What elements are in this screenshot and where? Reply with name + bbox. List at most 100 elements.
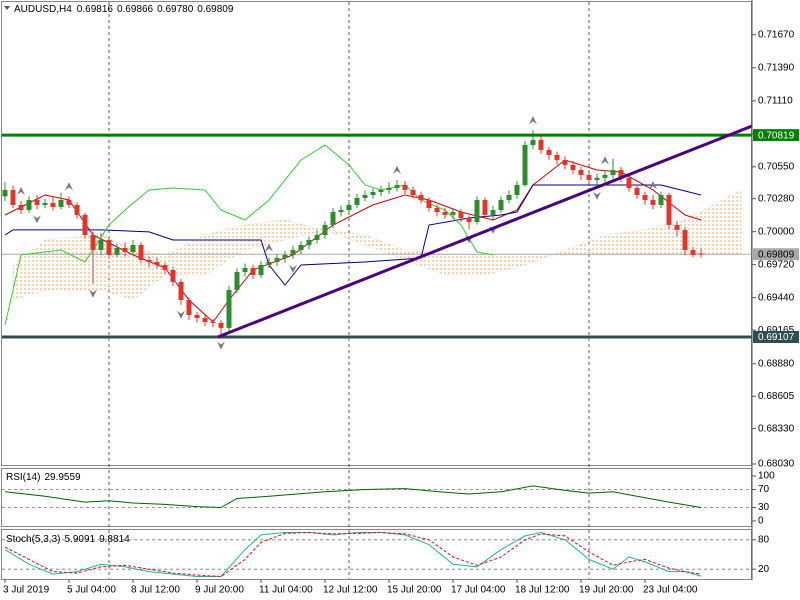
x-tick-label: 9 Jul 20:00 [195,585,244,596]
candle-body [410,189,416,196]
candle-body [346,204,352,211]
header: AUDUSD,H4 0.69816 0.69866 0.69780 0.69809 [14,4,234,15]
candle-body [514,185,520,196]
candle-body [506,195,512,200]
candle-body [82,214,88,236]
level-label-box [753,331,799,344]
x-tick-label: 18 Jul 12:00 [515,585,570,596]
level-label: 0.70819 [758,130,795,141]
candle-body [634,187,640,196]
candle-body [10,189,16,205]
fractal-up [601,156,609,165]
candle-body [50,202,56,207]
candle-body [162,264,168,271]
candle-body [402,185,408,190]
candle-body [378,189,384,192]
x-tick-label: 19 Jul 20:00 [579,585,634,596]
candle-body [458,212,464,219]
candle-body [282,254,288,258]
candle-body [114,247,120,255]
candle-body [490,210,496,215]
candle-body [194,314,200,319]
stoch-readout: 5.9091 [64,534,95,545]
candle-body [362,195,368,198]
candle-body [98,239,104,250]
candle-body [146,260,152,263]
menu-arrow [4,6,10,10]
fractal-down [33,215,41,224]
candle-body [242,268,248,273]
candle-body [370,191,376,196]
candle-body [394,185,400,188]
y-tick-label: 0.69720 [758,259,795,270]
x-tick-label: 5 Jul 04:00 [67,585,116,596]
candle-body [138,245,144,261]
fractal-up [65,182,73,191]
candle-body [442,212,448,215]
candle-body [426,199,432,209]
candle-body [234,272,240,290]
y-tick-label: 0 [758,516,764,527]
cloud [12,189,742,301]
candle-body [538,139,544,150]
last-price-box [753,248,799,261]
y-tick-label: 0.71110 [758,95,793,106]
candle-body [58,199,64,207]
candle-body [610,170,616,175]
indicator-line [4,184,702,286]
candle-body [178,281,184,300]
fractal-up [17,187,25,196]
candle-body [186,299,192,315]
candle-body [666,195,672,225]
fractal-up [393,165,401,174]
y-tick-label: 0.70550 [758,161,795,172]
x-tick-label: 3 Jul 2019 [3,585,50,596]
candle-body [18,204,24,211]
candle-body [250,268,256,275]
candle-body [658,195,664,205]
candle-body [258,264,264,275]
quote: 0.69816 [77,4,114,15]
candle-body [106,239,112,255]
candle-body [122,247,128,252]
symbol: AUDUSD,H4 [14,4,72,15]
candle-body [314,235,320,240]
fractal-up [265,243,273,252]
y-tick-label: 0.70280 [758,193,795,204]
stoch-header: Stoch(5,3,3) 5.9091 9.8814 [6,534,130,545]
x-tick-label: 11 Jul 04:00 [259,585,313,596]
indicator-line [4,485,702,509]
x-tick-label: 17 Jul 04:00 [451,585,506,596]
fractal-up [649,181,657,190]
fractal-down [217,341,225,350]
candle-body [330,212,336,225]
rsi-title: RSI(14) [6,472,40,483]
x-tick-label: 23 Jul 04:00 [643,585,698,596]
candle-body [434,208,440,213]
candle-body [418,195,424,200]
candle-body [202,318,208,323]
candle-body [66,199,72,205]
candle-body [690,249,696,255]
y-tick-label: 80 [758,534,770,545]
y-tick-label: 100 [758,471,775,482]
fractal-down [89,289,97,298]
fractal-down [593,191,601,200]
candle-body [170,270,176,282]
candle-body [154,262,160,265]
fractal-down [289,264,297,273]
y-tick-label: 20 [758,564,770,575]
candle-body [570,164,576,171]
quote: 0.69809 [197,4,234,15]
candle-body [482,199,488,215]
x-tick-label: 15 Jul 20:00 [387,585,442,596]
candle-body [642,195,648,200]
candle-body [466,218,472,223]
rsi-readout: 29.9559 [44,472,81,483]
y-tick-label: 0.69440 [758,292,795,303]
y-tick-label: 0.68030 [758,459,795,470]
candle-body [674,224,680,230]
